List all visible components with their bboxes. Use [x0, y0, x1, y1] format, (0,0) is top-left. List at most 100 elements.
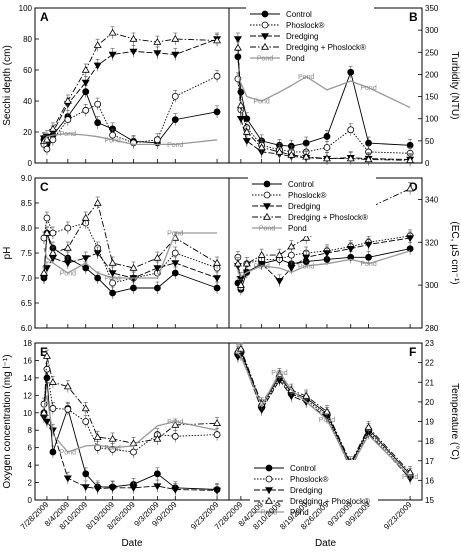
y-tick-label: 280	[425, 324, 439, 333]
legend-marker	[261, 33, 269, 41]
data-point	[82, 264, 90, 272]
series-dredging	[39, 32, 222, 145]
data-point	[302, 254, 311, 262]
data-point	[93, 433, 102, 440]
pond-inline-label: Pond	[319, 417, 335, 424]
y-tick-label: 9.0	[21, 174, 33, 183]
data-point	[153, 284, 161, 292]
data-point	[406, 245, 414, 253]
y-tick-label: 50	[425, 137, 434, 146]
data-point	[153, 136, 161, 144]
series-pond: Pond Pond Pond	[43, 231, 218, 283]
data-point	[108, 258, 117, 266]
pond-inline-label: Pond	[298, 74, 314, 81]
series-line	[237, 348, 411, 473]
series-line	[237, 352, 411, 477]
data-point	[153, 253, 162, 261]
series-pond: Pond Pond Pond	[43, 131, 218, 149]
data-point	[43, 145, 51, 153]
x-tick-label: 9/23/2009	[382, 500, 414, 532]
y-tick-label: 15	[425, 496, 434, 505]
y-tick-label: 0	[28, 496, 33, 505]
y-tick-label: 340	[425, 195, 439, 204]
legend-entry: Pond	[288, 224, 307, 233]
data-point	[108, 270, 117, 278]
series-pond: Pond Pond Pond	[237, 250, 411, 278]
y-tick-label: 18	[425, 437, 434, 446]
data-point	[406, 156, 415, 164]
series-line	[237, 250, 411, 278]
data-point	[129, 263, 138, 271]
data-point	[275, 278, 284, 285]
data-point	[171, 92, 179, 100]
y-tick-label: 12	[23, 391, 32, 400]
data-point	[287, 265, 296, 273]
data-point	[49, 229, 57, 237]
data-point	[93, 62, 102, 70]
series-line	[43, 132, 218, 146]
y-tick-label: 100	[425, 115, 439, 124]
y-tick-label: 300	[425, 26, 439, 35]
data-point	[93, 485, 102, 493]
data-point	[364, 241, 373, 249]
data-point	[108, 28, 117, 36]
data-point	[81, 79, 90, 87]
data-point	[171, 260, 180, 268]
panel-E: E 0 2 4 6 8 10 12 14 16 18 Oxygen concentration (mg…	[2, 339, 222, 505]
data-point	[406, 235, 415, 243]
y-tick-label: 7.0	[21, 274, 33, 283]
data-point	[302, 233, 311, 241]
legend-marker	[263, 191, 271, 199]
data-point	[109, 279, 116, 287]
data-point	[94, 274, 102, 282]
data-point	[236, 281, 245, 288]
legend-marker	[263, 212, 271, 220]
data-point	[171, 420, 180, 428]
data-point	[82, 470, 90, 478]
x-axis-label: Date	[121, 538, 143, 549]
legend-entry: Phoslock®	[288, 191, 326, 200]
data-point	[153, 470, 161, 478]
data-point	[237, 88, 245, 96]
y-tick-label: 18	[23, 339, 32, 348]
y-tick-label: 8	[28, 426, 33, 435]
data-point	[171, 269, 179, 277]
data-point	[130, 284, 137, 292]
data-point	[43, 365, 51, 373]
series-line	[43, 355, 218, 444]
y-axis-label: Temperature (°C)	[449, 383, 460, 460]
y-tick-label: 4	[28, 461, 33, 470]
y-tick-label: 6.5	[21, 299, 33, 308]
data-point	[242, 259, 251, 267]
data-point	[94, 119, 102, 127]
data-point	[43, 374, 51, 382]
data-point	[236, 116, 245, 123]
data-point	[257, 143, 266, 151]
data-point	[287, 242, 296, 250]
data-point	[63, 260, 72, 268]
series-phoslock-	[40, 362, 221, 459]
y-tick-label: 0	[28, 159, 33, 168]
data-point	[49, 405, 57, 412]
series-dredging-phoslock-	[233, 41, 415, 167]
y-tick-label: 20	[23, 128, 32, 137]
pond-inline-label: Pond	[253, 99, 269, 106]
pond-inline-label: Pond	[104, 276, 120, 283]
data-point	[346, 154, 355, 162]
legend-entry: Dredging	[288, 202, 320, 211]
data-point	[64, 224, 72, 232]
series-line	[237, 74, 411, 109]
data-point	[109, 131, 116, 139]
data-point	[257, 261, 266, 268]
data-point	[287, 150, 296, 158]
data-point	[93, 250, 102, 258]
series-line	[43, 369, 218, 453]
y-axis-label: Oxygen concentration (mg l⁻¹)	[2, 354, 13, 488]
data-point	[213, 284, 221, 292]
data-point	[130, 448, 137, 456]
data-point	[323, 144, 331, 151]
data-point	[364, 423, 373, 431]
data-point	[63, 382, 72, 390]
data-point	[213, 258, 222, 266]
